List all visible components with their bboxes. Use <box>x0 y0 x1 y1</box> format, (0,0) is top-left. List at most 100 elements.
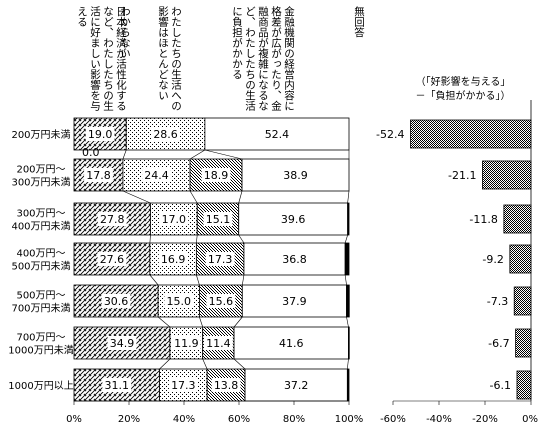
x-tick-label: 40% <box>173 414 195 425</box>
data-label-bg <box>107 336 137 350</box>
diff-title: （「好影響を与える」 <box>416 75 511 88</box>
diff-label: -7.3 <box>487 295 508 308</box>
column-header: 活に好ましい影響を与 <box>89 6 101 112</box>
x-tick-label: 60% <box>228 414 250 425</box>
connector-line <box>157 316 171 328</box>
diff-x-tick-label: -60% <box>380 414 406 425</box>
data-label: 15.1 <box>206 213 231 226</box>
connector-line <box>149 234 151 244</box>
connector-line <box>233 358 246 370</box>
data-label: 17.3 <box>171 379 196 392</box>
connector-line <box>196 234 198 244</box>
category-label: 300万円未満 <box>11 177 70 189</box>
diff-title: －「負担がかかる」） <box>416 89 511 102</box>
category-labels: 200万円未満200万円～300万円未満300万円～400万円未満400万円～5… <box>8 129 73 392</box>
data-label: 31.1 <box>105 379 130 392</box>
data-label-bg <box>281 168 310 182</box>
data-label-bg <box>142 168 171 182</box>
data-label-bg <box>203 336 233 350</box>
connector-line <box>242 274 245 286</box>
data-label-bg <box>101 294 131 308</box>
diff-bar <box>509 244 532 274</box>
diff-label: -11.8 <box>469 213 497 226</box>
bar-segment <box>346 284 350 318</box>
data-label: 13.8 <box>214 379 239 392</box>
data-label-bg <box>276 336 306 350</box>
column-header: ど、わたしたちの生活 <box>244 6 256 112</box>
diff-x-tick-label: -40% <box>426 414 452 425</box>
connector-line <box>347 358 349 370</box>
connector-line <box>189 190 198 204</box>
column-header: など、わたしたちの生 <box>102 6 114 111</box>
diff-x-tick-label: -20% <box>472 414 498 425</box>
connector-line <box>202 358 208 370</box>
data-label-bg <box>201 168 231 182</box>
data-label: 34.9 <box>110 337 135 350</box>
data-label-bg <box>164 294 194 308</box>
diff-bar <box>516 370 532 400</box>
data-label-bg <box>84 168 113 182</box>
category-label: 700万円～ <box>16 333 65 344</box>
data-label-bg <box>278 212 308 226</box>
data-label: 18.9 <box>204 169 229 182</box>
data-label: 41.6 <box>279 337 304 350</box>
data-label-bg <box>206 294 236 308</box>
data-label-bg <box>158 252 188 266</box>
bar-segment <box>346 368 350 402</box>
category-label: 500万円～ <box>16 291 65 302</box>
diff-x-tick-label: 0% <box>522 414 538 425</box>
diff-label: -9.2 <box>482 253 503 266</box>
data-label: 24.4 <box>144 169 169 182</box>
connector-line <box>189 149 206 160</box>
extra-data-label: 0.0 <box>82 146 100 159</box>
data-label: 15.0 <box>167 295 192 308</box>
category-label: 200万円未満 <box>11 129 70 141</box>
data-label-bg <box>97 252 127 266</box>
data-label-bg <box>97 212 127 226</box>
data-label: 28.6 <box>153 128 178 141</box>
data-label-bg <box>85 127 115 141</box>
connector-line <box>347 190 350 204</box>
data-label: 27.8 <box>100 213 125 226</box>
column-header: わからない <box>119 6 131 59</box>
column-header: 影響はほとんどない <box>157 5 169 100</box>
stacked-bars: 19.0 28.6 52.4 17.8 24.4 18.9 38.9 27.8 17.0 15.1… <box>73 117 350 402</box>
data-label-bg <box>211 378 241 392</box>
diff-label: -6.1 <box>490 379 511 392</box>
diff-label: -52.4 <box>376 128 404 141</box>
x-tick-label: 20% <box>118 414 140 425</box>
category-label: 300万円～ <box>16 209 65 220</box>
data-label: 15.6 <box>209 295 234 308</box>
connector-line <box>344 274 347 286</box>
data-label: 17.3 <box>208 253 233 266</box>
data-label: 38.9 <box>283 169 308 182</box>
x-tick-label: 80% <box>283 414 305 425</box>
connector-lines <box>122 149 350 370</box>
category-label: 1000万円以上 <box>8 380 73 392</box>
bar-segment <box>348 326 350 360</box>
diff-bar <box>513 286 532 316</box>
column-header: 無回答 <box>353 5 365 38</box>
data-label: 11.9 <box>174 337 199 350</box>
category-label: 400万円未満 <box>11 221 70 233</box>
connector-line <box>238 190 243 204</box>
data-label-bg <box>205 252 235 266</box>
diff-label: -6.7 <box>488 337 509 350</box>
column-header: に負担がかかる <box>231 6 243 80</box>
category-label: 500万円未満 <box>11 261 70 273</box>
category-label: 700万円未満 <box>11 303 70 315</box>
connector-line <box>159 358 171 370</box>
connector-line <box>122 149 127 160</box>
x-axis: 0% 20% 40% 60% 80% 100% <box>66 400 363 425</box>
connector-line <box>204 149 243 160</box>
data-label: 37.9 <box>282 295 307 308</box>
data-label: 52.4 <box>265 128 290 141</box>
data-label: 37.2 <box>284 379 309 392</box>
column-header: わたしたちの生活への <box>170 6 182 111</box>
data-label-bg <box>159 212 189 226</box>
data-label: 36.8 <box>282 253 307 266</box>
bar-segment <box>347 202 350 236</box>
difference-chart: （「好影響を与える」－「負担がかかる」） -52.4 -21.1 -11.8 -9.2 -… <box>376 75 538 425</box>
